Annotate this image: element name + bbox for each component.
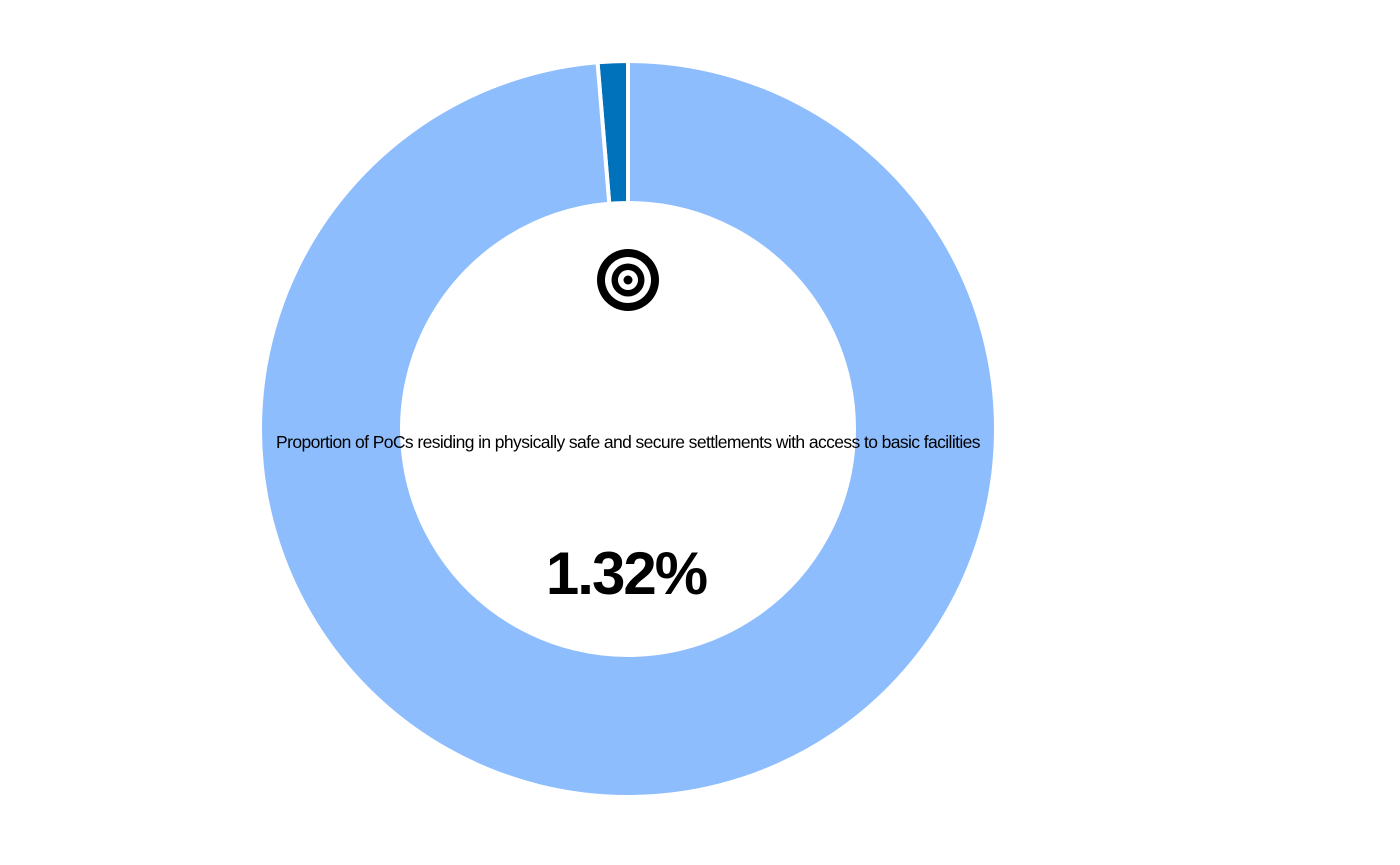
indicator-label: Proportion of PoCs residing in physicall…	[276, 432, 981, 452]
target-icon	[597, 249, 659, 311]
donut-slices	[260, 61, 996, 797]
indicator-value: 1.32%	[546, 540, 707, 607]
donut-slice-remaining	[260, 61, 996, 797]
